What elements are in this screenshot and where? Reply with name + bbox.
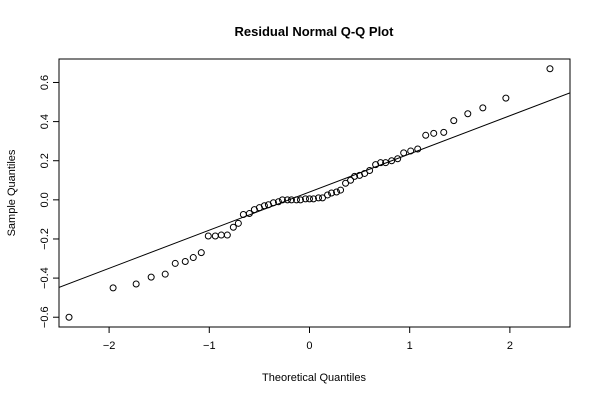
data-point — [109, 284, 117, 292]
x-tick-label: 0 — [306, 340, 312, 352]
data-point — [211, 232, 219, 240]
data-point — [377, 159, 385, 167]
y-tick-label: 0.4 — [39, 114, 51, 129]
y-tick-label: −0.4 — [39, 267, 51, 289]
data-point — [546, 65, 554, 73]
data-point — [171, 259, 179, 267]
data-point — [388, 157, 396, 165]
data-point — [204, 232, 212, 240]
data-point — [464, 110, 472, 118]
data-point — [287, 196, 295, 204]
data-point — [361, 169, 369, 177]
data-point — [229, 223, 237, 231]
data-point — [245, 210, 253, 218]
data-point — [301, 195, 309, 203]
data-point — [407, 147, 415, 155]
y-tick-label: 0.2 — [39, 153, 51, 168]
data-point — [382, 159, 390, 167]
data-point — [269, 199, 277, 207]
data-point — [430, 129, 438, 137]
data-point — [296, 196, 304, 204]
data-point — [315, 194, 323, 202]
data-point — [342, 179, 350, 187]
data-point — [161, 270, 169, 278]
y-tick-label: 0.0 — [39, 192, 51, 207]
x-tick-label: −2 — [103, 340, 116, 352]
data-point — [278, 196, 286, 204]
y-tick-label: −0.6 — [39, 306, 51, 328]
data-point — [414, 145, 422, 153]
data-point — [132, 280, 140, 288]
data-point — [351, 172, 359, 180]
data-point — [274, 198, 282, 206]
data-point — [440, 128, 448, 136]
data-point — [400, 149, 408, 157]
data-point — [324, 191, 332, 199]
plot-area: −2 −1 0 1 2 −0.6 −0.4 −0.2 0.0 0.2 0.4 0.6 — [39, 58, 571, 352]
data-point — [337, 186, 345, 194]
data-point — [347, 176, 355, 184]
data-point — [234, 219, 242, 227]
data-point — [333, 188, 341, 196]
y-tick-label: 0.6 — [39, 75, 51, 90]
data-point — [450, 117, 458, 125]
x-tick-label: −1 — [203, 340, 216, 352]
data-point — [422, 131, 430, 139]
data-point — [217, 231, 225, 239]
data-point — [479, 104, 487, 112]
data-point — [309, 195, 317, 203]
x-tick-label: 2 — [507, 340, 513, 352]
data-point — [292, 196, 300, 204]
data-point — [181, 257, 189, 265]
x-axis-label: Theoretical Quantiles — [262, 372, 366, 384]
data-point — [366, 167, 374, 175]
data-point — [147, 273, 155, 281]
data-point — [394, 155, 402, 163]
data-point — [305, 195, 313, 203]
data-point — [328, 189, 336, 197]
data-point — [65, 313, 73, 321]
data-point — [197, 249, 205, 257]
y-tick-label: −0.2 — [39, 228, 51, 250]
x-tick-label: 1 — [407, 340, 413, 352]
data-point — [189, 254, 197, 262]
data-point — [239, 211, 247, 219]
chart-title: Residual Normal Q-Q Plot — [235, 24, 395, 39]
reference-line — [59, 92, 570, 288]
plot-frame — [58, 58, 571, 328]
data-point — [260, 202, 268, 210]
y-axis-label: Sample Quantiles — [6, 149, 18, 236]
data-point — [223, 231, 231, 239]
data-point — [319, 194, 327, 202]
data-point — [502, 94, 510, 102]
data-point — [283, 196, 291, 204]
